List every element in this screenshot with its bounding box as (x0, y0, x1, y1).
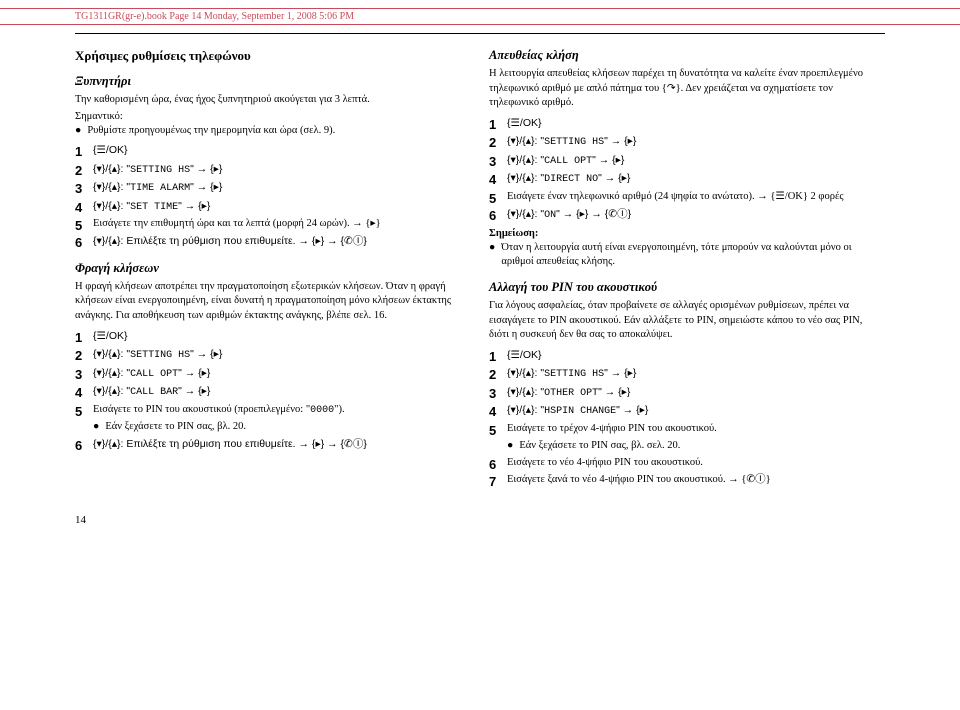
section-title-direct: Απευθείας κλήση (489, 48, 885, 63)
step: {▾}/{▴}: "CALL OPT" → {▸} (75, 365, 471, 383)
bullet-icon: ● (489, 241, 495, 256)
direct-steps: {☰/OK} {▾}/{▴}: "SETTING HS" → {▸} {▾}/{… (489, 115, 885, 224)
step: {☰/OK} (489, 115, 885, 132)
step-sub-bullet: ● Εάν ξεχάσετε το PIN σας, βλ. 20. (93, 420, 471, 435)
step: {▾}/{▴}: "SETTING HS" → {▸} (75, 161, 471, 179)
step: {▾}/{▴}: "SETTING HS" → {▸} (75, 346, 471, 364)
step: Εισάγετε έναν τηλεφωνικό αριθμό (24 ψηφί… (489, 189, 885, 205)
step-sub-bullet: ● Εάν ξεχάσετε το PIN σας, βλ. σελ. 20. (507, 439, 885, 454)
alarm-steps: {☰/OK} {▾}/{▴}: "SETTING HS" → {▸} {▾}/{… (75, 142, 471, 250)
section-title-pin: Αλλαγή του PIN του ακουστικού (489, 280, 885, 295)
direct-bullet-1: ● Όταν η λειτουργία αυτή είναι ενεργοποι… (489, 241, 885, 270)
direct-desc: Η λειτουργία απευθείας κλήσεων παρέχει τ… (489, 67, 885, 111)
step: Εισάγετε την επιθυμητή ώρα και τα λεπτά … (75, 216, 471, 232)
pin-desc: Για λόγους ασφαλείας, όταν προβαίνετε σε… (489, 299, 885, 343)
section-title-alarm: Ξυπνητήρι (75, 74, 471, 89)
page-header: TG1311GR(gr-e).book Page 14 Monday, Sept… (0, 8, 960, 25)
header-text: TG1311GR(gr-e).book Page 14 Monday, Sept… (75, 11, 354, 22)
bullet-text: Όταν η λειτουργία αυτή είναι ενεργοποιημ… (501, 241, 885, 270)
bullet-text: Ρυθμίστε προηγουμένως την ημερομηνία και… (87, 124, 335, 139)
step: Εισάγετε το PIN του ακουστικού (προεπιλε… (75, 402, 471, 435)
step: {▾}/{▴}: "CALL BAR" → {▸} (75, 383, 471, 401)
step: Εισάγετε ξανά το νέο 4-ψήφιο PIN του ακο… (489, 472, 885, 488)
page-title: Χρήσιμες ρυθμίσεις τηλεφώνου (75, 48, 471, 64)
top-divider (75, 33, 885, 34)
step: {▾}/{▴}: "HSPIN CHANGE" → {▸} (489, 402, 885, 420)
callbar-steps: {☰/OK} {▾}/{▴}: "SETTING HS" → {▸} {▾}/{… (75, 328, 471, 453)
right-column: Απευθείας κλήση Η λειτουργία απευθείας κ… (489, 48, 885, 492)
bullet-icon: ● (93, 420, 99, 435)
step: {▾}/{▴}: "DIRECT NO" → {▸} (489, 170, 885, 188)
section-title-callbar: Φραγή κλήσεων (75, 261, 471, 276)
alarm-desc: Την καθορισμένη ώρα, ένας ήχος ξυπνητηρι… (75, 93, 471, 108)
step: {▾}/{▴}: "OTHER OPT" → {▸} (489, 384, 885, 402)
note-label: Σημείωση: (489, 228, 885, 239)
page-number: 14 (0, 492, 960, 526)
step: {▾}/{▴}: "CALL OPT" → {▸} (489, 152, 885, 170)
step: {▾}/{▴}: Επιλέξτε τη ρύθμιση που επιθυμε… (75, 436, 471, 453)
step: {☰/OK} (75, 328, 471, 345)
bullet-icon: ● (507, 439, 513, 454)
step: Εισάγετε το νέο 4-ψήφιο PIN του ακουστικ… (489, 455, 885, 471)
alarm-bullet-1: ● Ρυθμίστε προηγουμένως την ημερομηνία κ… (75, 124, 471, 139)
step: {▾}/{▴}: "SETTING HS" → {▸} (489, 133, 885, 151)
pin-steps: {☰/OK} {▾}/{▴}: "SETTING HS" → {▸} {▾}/{… (489, 347, 885, 488)
step: Εισάγετε το τρέχον 4-ψήφιο PIN του ακουσ… (489, 421, 885, 454)
important-label: Σημαντικό: (75, 111, 471, 122)
step: {▾}/{▴}: "SETTING HS" → {▸} (489, 365, 885, 383)
content-columns: Χρήσιμες ρυθμίσεις τηλεφώνου Ξυπνητήρι Τ… (0, 48, 960, 492)
step: {☰/OK} (489, 347, 885, 364)
step: {▾}/{▴}: Επιλέξτε τη ρύθμιση που επιθυμε… (75, 233, 471, 250)
step: {▾}/{▴}: "ON" → {▸} → {✆Ⓘ} (489, 206, 885, 224)
step: {▾}/{▴}: "SET TIME" → {▸} (75, 198, 471, 216)
step: {☰/OK} (75, 142, 471, 159)
bullet-icon: ● (75, 124, 81, 139)
callbar-desc: Η φραγή κλήσεων αποτρέπει την πραγματοπο… (75, 280, 471, 324)
step: {▾}/{▴}: "TIME ALARM" → {▸} (75, 179, 471, 197)
left-column: Χρήσιμες ρυθμίσεις τηλεφώνου Ξυπνητήρι Τ… (75, 48, 471, 492)
